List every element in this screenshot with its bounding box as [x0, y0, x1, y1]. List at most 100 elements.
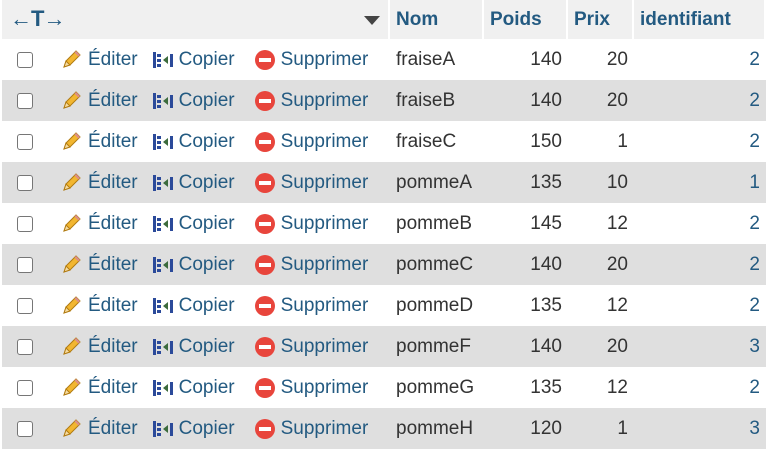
- edit-label: Éditer: [88, 335, 138, 357]
- edit-label: Éditer: [88, 48, 138, 70]
- row-controls: Éditer Copier: [2, 408, 390, 449]
- cell-identifiant[interactable]: 2: [634, 244, 766, 285]
- cell-nom: fraiseB: [390, 80, 484, 121]
- delete-label: Supprimer: [280, 48, 369, 70]
- row-controls: Éditer Copier: [2, 162, 390, 203]
- row-controls: Éditer Copier: [2, 244, 390, 285]
- table-row: Éditer Copier: [2, 203, 766, 244]
- delete-link[interactable]: Supprimer: [254, 90, 368, 112]
- delete-icon: [254, 90, 275, 111]
- cell-poids: 135: [484, 162, 568, 203]
- cell-identifiant[interactable]: 2: [634, 39, 766, 80]
- edit-link[interactable]: Éditer: [61, 172, 138, 194]
- edit-link[interactable]: Éditer: [61, 336, 138, 358]
- edit-link[interactable]: Éditer: [61, 90, 138, 112]
- delete-link[interactable]: Supprimer: [254, 48, 369, 71]
- row-controls: Éditer Copier: [2, 39, 390, 80]
- column-header-identifiant[interactable]: identifiant: [634, 0, 766, 39]
- copy-link[interactable]: Copier: [152, 418, 235, 440]
- column-header-prix[interactable]: Prix: [568, 0, 634, 39]
- copy-label: Copier: [178, 171, 235, 193]
- copy-icon: [152, 133, 173, 150]
- copy-link[interactable]: Copier: [152, 295, 235, 317]
- cell-nom: pommeB: [390, 203, 484, 244]
- controls-header: ←T→: [2, 0, 390, 39]
- column-header-poids[interactable]: Poids: [484, 0, 568, 39]
- row-controls: Éditer Copier: [2, 121, 390, 162]
- cell-prix: 1: [568, 408, 634, 449]
- cell-prix: 12: [568, 203, 634, 244]
- copy-link[interactable]: Copier: [152, 90, 235, 112]
- delete-link[interactable]: Supprimer: [254, 171, 369, 194]
- copy-link[interactable]: Copier: [152, 336, 235, 358]
- cell-identifiant[interactable]: 2: [634, 285, 766, 326]
- edit-link[interactable]: Éditer: [61, 377, 138, 399]
- edit-link[interactable]: Éditer: [61, 49, 138, 71]
- edit-label: Éditer: [88, 376, 138, 398]
- copy-link[interactable]: Copier: [152, 131, 235, 153]
- cell-nom: pommeD: [390, 285, 484, 326]
- edit-link[interactable]: Éditer: [61, 213, 138, 235]
- delete-link[interactable]: Supprimer: [254, 335, 369, 358]
- delete-icon: [254, 254, 275, 275]
- edit-link[interactable]: Éditer: [61, 418, 138, 440]
- delete-link[interactable]: Supprimer: [254, 377, 368, 399]
- copy-link[interactable]: Copier: [152, 213, 235, 235]
- cell-identifiant[interactable]: 1: [634, 162, 766, 203]
- copy-link[interactable]: Copier: [152, 254, 235, 276]
- cell-identifiant[interactable]: 3: [634, 326, 766, 367]
- copy-link[interactable]: Copier: [152, 377, 235, 399]
- table-row: Éditer Copier: [2, 285, 766, 326]
- delete-icon: [254, 172, 275, 193]
- row-checkbox[interactable]: [17, 133, 33, 150]
- delete-label: Supprimer: [280, 130, 369, 152]
- delete-link[interactable]: Supprimer: [254, 295, 368, 317]
- row-checkbox[interactable]: [17, 51, 33, 68]
- copy-link[interactable]: Copier: [152, 172, 235, 194]
- delete-link[interactable]: Supprimer: [254, 130, 369, 153]
- row-checkbox[interactable]: [17, 215, 33, 232]
- edit-link[interactable]: Éditer: [61, 254, 138, 276]
- column-header-nom[interactable]: Nom: [390, 0, 484, 39]
- cell-prix: 20: [568, 244, 634, 285]
- cell-poids: 120: [484, 408, 568, 449]
- cell-identifiant[interactable]: 2: [634, 367, 766, 408]
- edit-link[interactable]: Éditer: [61, 131, 138, 153]
- delete-icon: [254, 377, 275, 398]
- row-checkbox[interactable]: [17, 174, 33, 191]
- row-checkbox[interactable]: [17, 379, 33, 396]
- copy-label: Copier: [178, 417, 235, 439]
- table-row: Éditer Copier: [2, 367, 766, 408]
- copy-icon: [152, 174, 173, 191]
- cell-identifiant[interactable]: 2: [634, 121, 766, 162]
- edit-link[interactable]: Éditer: [61, 295, 138, 317]
- row-checkbox[interactable]: [17, 256, 33, 273]
- column-resize-arrows[interactable]: ←T→: [10, 6, 65, 31]
- delete-label: Supprimer: [280, 171, 369, 193]
- row-checkbox[interactable]: [17, 338, 33, 355]
- cell-identifiant[interactable]: 3: [634, 408, 766, 449]
- pencil-icon: [63, 172, 81, 191]
- cell-identifiant[interactable]: 2: [634, 80, 766, 121]
- copy-link[interactable]: Copier: [152, 49, 235, 71]
- row-checkbox[interactable]: [17, 297, 33, 314]
- pencil-icon: [63, 418, 81, 437]
- delete-link[interactable]: Supprimer: [254, 253, 369, 276]
- table-row: Éditer Copier: [2, 39, 766, 80]
- pencil-icon: [63, 213, 81, 232]
- table-row: Éditer Copier: [2, 244, 766, 285]
- delete-link[interactable]: Supprimer: [254, 418, 368, 440]
- row-checkbox[interactable]: [17, 420, 33, 437]
- cell-poids: 145: [484, 203, 568, 244]
- edit-label: Éditer: [88, 130, 138, 152]
- cell-poids: 140: [484, 244, 568, 285]
- edit-label: Éditer: [88, 417, 138, 439]
- cell-poids: 150: [484, 121, 568, 162]
- sort-dropdown-icon[interactable]: [364, 16, 380, 25]
- cell-identifiant[interactable]: 2: [634, 203, 766, 244]
- delete-label: Supprimer: [280, 335, 369, 357]
- delete-label: Supprimer: [280, 253, 369, 275]
- pencil-icon: [63, 336, 81, 355]
- row-checkbox[interactable]: [17, 92, 33, 109]
- delete-link[interactable]: Supprimer: [254, 213, 368, 235]
